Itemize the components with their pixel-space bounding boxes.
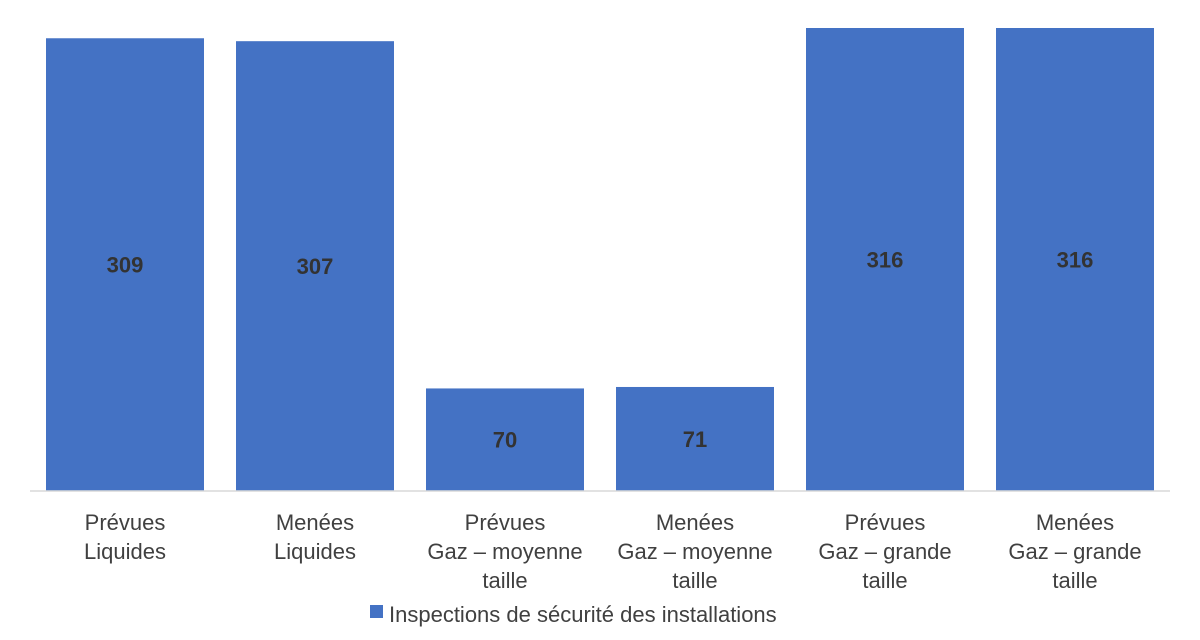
x-tick-label-line: Menées	[1036, 510, 1114, 535]
legend: Inspections de sécurité des installation…	[370, 602, 777, 627]
data-label-2: 307	[297, 254, 334, 279]
data-labels-group: 309 307 70 71 316 316	[107, 248, 1094, 453]
x-tick-label-3: Prévues Gaz – moyenne taille	[427, 510, 582, 593]
x-tick-label-5: Prévues Gaz – grande taille	[818, 510, 951, 593]
x-tick-label-line: taille	[862, 568, 907, 593]
x-tick-label-line: Prévues	[465, 510, 546, 535]
x-tick-label-1: Prévues Liquides	[84, 510, 166, 564]
legend-swatch	[370, 605, 383, 618]
x-tick-label-line: taille	[672, 568, 717, 593]
x-tick-label-line: taille	[1052, 568, 1097, 593]
x-tick-label-2: Menées Liquides	[274, 510, 356, 564]
x-tick-label-line: Menées	[276, 510, 354, 535]
bars-group	[46, 28, 1154, 492]
x-tick-label-4: Menées Gaz – moyenne taille	[617, 510, 772, 593]
x-tick-label-line: Liquides	[84, 539, 166, 564]
data-label-3: 70	[493, 428, 517, 453]
data-label-1: 309	[107, 253, 144, 278]
x-tick-label-line: Gaz – moyenne	[427, 539, 582, 564]
data-label-6: 316	[1057, 248, 1094, 273]
x-tick-label-line: taille	[482, 568, 527, 593]
x-tick-label-line: Gaz – moyenne	[617, 539, 772, 564]
x-tick-label-line: Prévues	[845, 510, 926, 535]
bar-2	[236, 41, 394, 492]
x-tick-labels-group: Prévues Liquides Menées Liquides Prévues Gaz …	[84, 510, 1142, 593]
bar-4	[616, 386, 774, 491]
legend-label: Inspections de sécurité des installation…	[389, 602, 777, 627]
bar-6	[996, 28, 1154, 491]
data-label-5: 316	[867, 248, 904, 273]
bar-5	[806, 28, 964, 491]
x-tick-label-line: Menées	[656, 510, 734, 535]
x-tick-label-6: Menées Gaz – grande taille	[1008, 510, 1141, 593]
x-tick-label-line: Gaz – grande	[818, 539, 951, 564]
x-tick-label-line: Gaz – grande	[1008, 539, 1141, 564]
data-label-4: 71	[683, 427, 707, 452]
x-tick-label-line: Liquides	[274, 539, 356, 564]
bar-1	[46, 38, 204, 492]
bar-3	[426, 388, 584, 491]
x-tick-label-line: Prévues	[85, 510, 166, 535]
